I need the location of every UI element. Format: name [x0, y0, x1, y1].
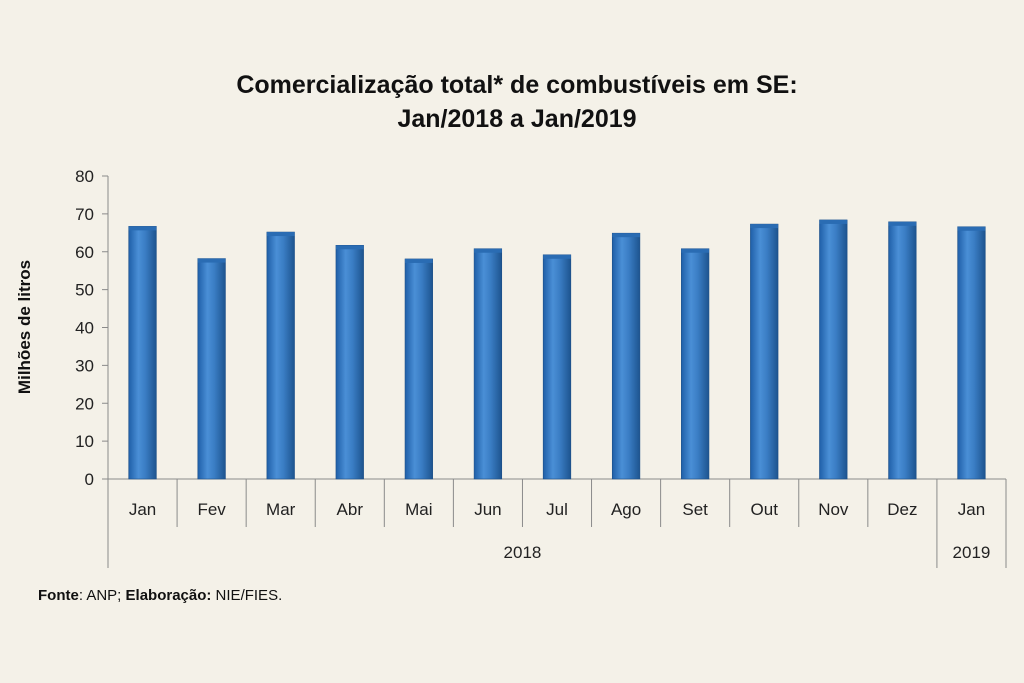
- bar-cap: [543, 254, 571, 259]
- elaboration-label: Elaboração:: [125, 587, 212, 604]
- bar-out-9: [750, 223, 779, 480]
- bar-jan-12: [957, 226, 986, 480]
- x-tick-label: Dez: [887, 500, 917, 519]
- x-tick-label: Out: [751, 500, 779, 519]
- bar-fev-1: [197, 258, 226, 480]
- bar-cap: [819, 219, 848, 224]
- x-tick-label: Set: [682, 500, 708, 519]
- bar-nov-10: [819, 219, 848, 480]
- y-tick-label: 80: [75, 167, 94, 186]
- source-text: : ANP;: [78, 587, 126, 604]
- bar-cap: [612, 233, 640, 238]
- bar-mai-4: [404, 258, 433, 480]
- bar-jun-5: [473, 248, 503, 480]
- y-tick-label: 40: [75, 319, 94, 338]
- x-tick-label: Jul: [546, 500, 568, 519]
- bar-jul-6: [542, 254, 572, 480]
- y-tick-label: 30: [75, 356, 94, 375]
- y-tick-label: 70: [75, 205, 94, 224]
- source-label: Fonte: [38, 587, 79, 604]
- bar-set-8: [681, 248, 710, 480]
- bar-cap: [128, 226, 157, 231]
- bar-cap: [474, 248, 502, 253]
- chart-title-line1: Comercialização total* de combustíveis e…: [236, 71, 798, 99]
- x-tick-label: Jun: [474, 500, 501, 519]
- x-tick-label: Abr: [337, 500, 364, 519]
- bar-dez-11: [888, 221, 917, 480]
- bar-cap: [681, 248, 709, 253]
- x-tick-label: Jan: [129, 500, 156, 519]
- bar-cap: [888, 221, 917, 226]
- x-group-label: 2019: [953, 543, 991, 562]
- x-tick-label: Fev: [197, 500, 226, 519]
- x-tick-label: Mar: [266, 500, 296, 519]
- bar-cap: [750, 224, 779, 229]
- chart-title: Comercialização total* de combustíveis e…: [0, 68, 1024, 136]
- x-tick-label: Ago: [611, 500, 641, 519]
- bar-ago-7: [611, 232, 641, 480]
- bar-cap: [957, 226, 986, 231]
- bar-cap: [266, 232, 295, 237]
- bar-jan-0: [128, 226, 157, 480]
- y-tick-label: 10: [75, 432, 94, 451]
- chart-title-line2: Jan/2018 a Jan/2019: [397, 105, 637, 133]
- x-tick-label: Mai: [405, 500, 432, 519]
- y-tick-label: 0: [85, 470, 94, 489]
- x-group-label: 2018: [504, 543, 542, 562]
- bar-cap: [197, 258, 226, 263]
- y-tick-label: 20: [75, 394, 94, 413]
- bar-cap: [335, 245, 364, 250]
- bar-abr-3: [335, 245, 364, 480]
- x-tick-label: Jan: [958, 500, 985, 519]
- bar-cap: [405, 258, 433, 263]
- bar-mar-2: [266, 231, 295, 480]
- x-tick-label: Nov: [818, 500, 849, 519]
- source-footer: Fonte: ANP; Elaboração: NIE/FIES.: [38, 587, 282, 604]
- y-axis-label: Milhões de litros: [15, 260, 34, 394]
- elaboration-text: NIE/FIES.: [211, 587, 283, 604]
- y-tick-label: 60: [75, 243, 94, 262]
- y-tick-label: 50: [75, 281, 94, 300]
